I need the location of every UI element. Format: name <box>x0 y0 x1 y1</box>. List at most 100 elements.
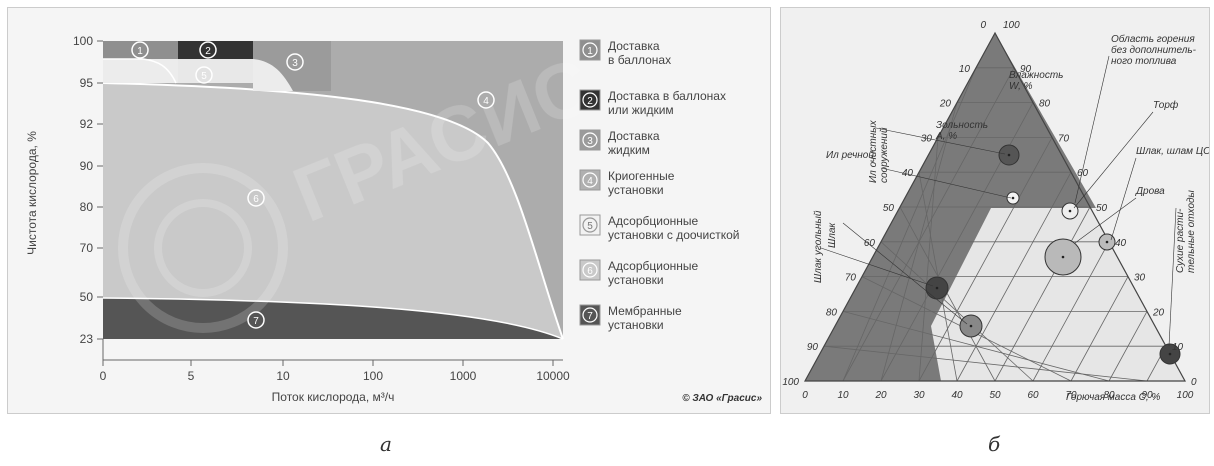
y-tick-label: 100 <box>73 34 93 48</box>
legend-label-2: Доставка в баллонах или жидким <box>608 89 726 117</box>
region-5-lower <box>178 59 253 83</box>
caption-a: а <box>380 432 392 456</box>
left-tick: 90 <box>807 342 819 353</box>
x-axis-label: Поток кислорода, м³/ч <box>272 390 395 404</box>
legend-number-icon <box>582 262 598 278</box>
watermark-logo-icon <box>118 163 288 333</box>
bottom-tick: 60 <box>1027 390 1039 401</box>
y-tick-label: 70 <box>80 241 94 255</box>
y-tick-label: 92 <box>80 117 94 131</box>
region-5-inner-curve <box>103 58 177 84</box>
annotations: Зольность A, % Влажность W, % Горючая масса … <box>813 33 1214 403</box>
right-tick: 20 <box>1152 307 1165 318</box>
x-tick-label: 0 <box>100 369 107 383</box>
annotation-peat: Торф <box>1153 99 1179 111</box>
right-tick: 0 <box>1191 377 1197 388</box>
legend-number: 7 <box>587 311 593 322</box>
y-ticks: 100 95 92 90 80 70 50 23 <box>73 34 103 346</box>
grid-line-b <box>918 137 1053 382</box>
bottom-tick: 100 <box>1177 390 1194 401</box>
annotation-sewage-sludge: Ил очистныхсооружений <box>868 119 890 183</box>
legend-number: 5 <box>587 221 593 232</box>
bottom-tick: 10 <box>837 390 849 401</box>
x-ticks: 0 5 10 100 1000 10000 <box>100 360 570 383</box>
leader-line <box>875 127 1006 155</box>
y-tick-label: 95 <box>80 76 94 90</box>
corner-top-left: 0 <box>980 20 986 31</box>
annotation-dry-plant-waste: Сухие расти-тельные отходы <box>1175 189 1197 273</box>
region-5-tail <box>253 59 293 91</box>
y-axis-label: Чистота кислорода, % <box>25 131 39 255</box>
panel-a-oxygen-chart: ГРАСИС 100 95 92 90 80 70 50 23 0 5 10 100 1000 1000… <box>7 7 771 414</box>
annotation-slag-sludge: Шлак, шлам ЦОФ <box>1136 146 1209 157</box>
x-tick-label: 5 <box>188 369 195 383</box>
legend-number-icon <box>582 42 598 58</box>
point-center-dry-plant-waste <box>1168 352 1172 356</box>
fuel-points <box>925 144 1181 365</box>
right-tick: 40 <box>1115 238 1127 249</box>
ternary-ticks: 0 100102030405060708090100908070605040302… <box>782 20 1197 401</box>
point-center-firewood <box>1061 255 1065 259</box>
leader-line <box>880 167 1012 199</box>
annotation-slag: Шлак <box>827 222 838 248</box>
x-tick-label: 1000 <box>450 369 477 383</box>
region-marker-label: 7 <box>253 316 259 327</box>
region-marker-label: 1 <box>137 46 143 57</box>
y-tick-label: 90 <box>80 159 94 173</box>
grid-line-b <box>994 206 1091 382</box>
panel-b-ternary-diagram: 0 100 10 20 30 40 50 60 70 80 90 100 90 80 70 60 50 40 30 2… <box>780 7 1214 414</box>
region-7-membrane <box>103 298 563 339</box>
bottom-tick: 70 <box>1065 390 1077 401</box>
right-tick: 30 <box>1134 273 1146 284</box>
right-tick: 70 <box>1058 133 1070 144</box>
legend-number: 6 <box>587 266 593 277</box>
bottom-tick: 0 <box>802 390 808 401</box>
legend-number: 1 <box>587 46 593 57</box>
left-tick: 70 <box>845 273 857 284</box>
corner-top-right: 100 <box>1003 20 1020 31</box>
x-tick-label: 10 <box>276 369 290 383</box>
bottom-tick: 80 <box>1103 390 1115 401</box>
left-tick: 80 <box>826 307 838 318</box>
left-tick: 50 <box>883 203 895 214</box>
left-tick: 60 <box>864 238 876 249</box>
region-7-boundary <box>102 297 564 340</box>
left-tick: 40 <box>902 168 914 179</box>
right-tick: 60 <box>1077 168 1089 179</box>
annotation-firewood: Дрова <box>1135 186 1165 197</box>
legend-number-icon <box>582 132 598 148</box>
point-center-sewage-sludge <box>1007 153 1011 157</box>
legend-label-7: Мембранные установки <box>608 304 682 332</box>
region-marker-7 <box>247 311 265 329</box>
point-center-river-silt <box>1011 196 1015 200</box>
legend-number: 4 <box>587 176 593 187</box>
annotation-coal-slag: Шлак угольный <box>813 210 824 283</box>
point-center-peat <box>1068 209 1072 213</box>
grid-line-a <box>823 345 1148 382</box>
x-tick-label: 100 <box>363 369 383 383</box>
region-marker-3 <box>286 53 304 71</box>
leader-line <box>842 222 968 325</box>
left-tick: 100 <box>782 377 799 388</box>
annotation-river-silt: Ил речной <box>826 150 874 161</box>
bottom-tick: 50 <box>989 390 1001 401</box>
legend-number-icon <box>582 92 598 108</box>
legend-label-5: Адсорбционные установки с доочисткой <box>608 214 740 242</box>
axis-label-moisture: Влажность W, % <box>1009 70 1063 92</box>
left-tick: 10 <box>959 64 971 75</box>
legend-number-icon <box>582 172 598 188</box>
axis-label-combustible: Горючая масса С, % <box>1066 392 1160 403</box>
legend-label-6: Адсорбционные установки <box>608 259 698 287</box>
region-markers: 1 2 3 4 5 6 7 <box>131 41 495 329</box>
leader-line <box>1110 157 1137 241</box>
point-center-coal-slag <box>935 286 939 290</box>
x-tick-label: 10000 <box>536 369 570 383</box>
legend-number: 2 <box>587 96 593 107</box>
region-marker-4 <box>477 91 495 109</box>
axis-label-ash: Зольность A, % <box>935 120 988 142</box>
region-marker-6 <box>247 189 265 207</box>
annotation-combustion-area: Область горения без дополнитель-ного топл… <box>1111 33 1197 67</box>
ternary-diagram: 0 100102030405060708090100908070605040302… <box>782 20 1214 403</box>
right-tick: 50 <box>1096 203 1108 214</box>
